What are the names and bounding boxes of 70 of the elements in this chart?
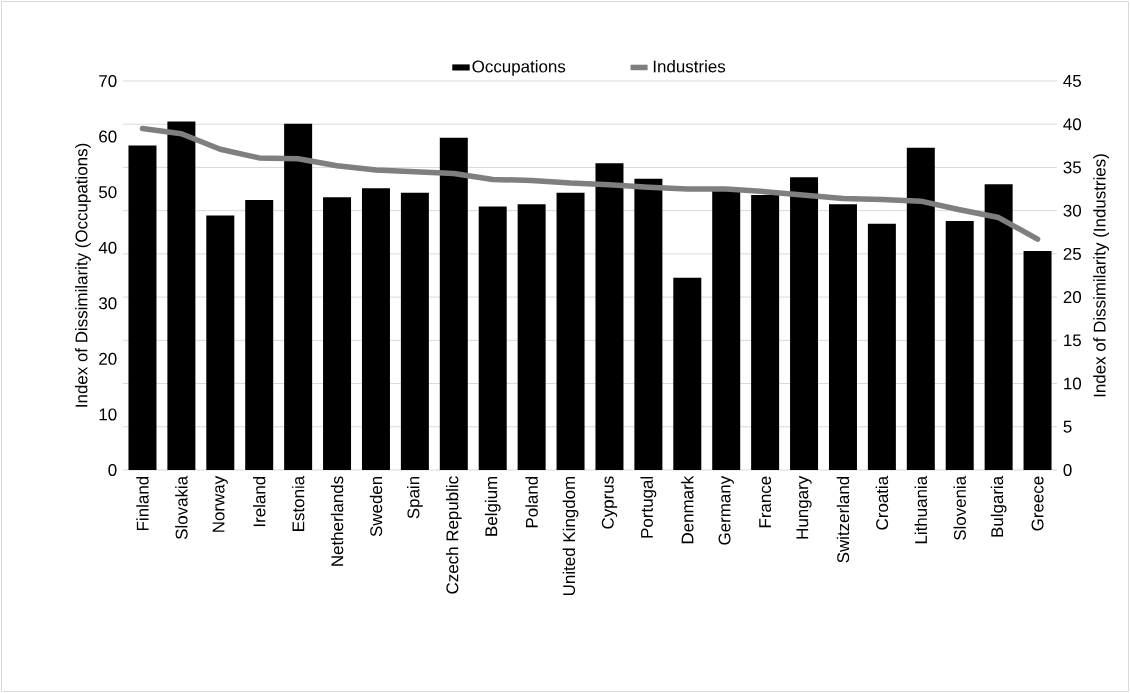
y2-tick-label: 20: [1063, 291, 1082, 304]
bar: [284, 123, 313, 470]
y-tick-label: 20: [99, 352, 117, 365]
y2-tick-label: 45: [1063, 75, 1081, 87]
y-tick-label: 0: [108, 463, 117, 476]
bar: [790, 177, 819, 470]
y2-tick-label: 40: [1063, 118, 1082, 131]
bar: [712, 189, 741, 470]
x-tick-label: France: [759, 476, 772, 528]
x-tick-label: Netherlands: [330, 476, 344, 566]
bar: [828, 204, 857, 470]
bar: [984, 184, 1013, 470]
y2-tick-label: 0: [1063, 463, 1072, 476]
x-tick-label: Czech Republic: [445, 476, 462, 594]
bar: [634, 178, 663, 470]
y-tick-label: 10: [99, 408, 117, 421]
bar: [167, 121, 196, 470]
bar: [323, 197, 352, 470]
bar: [1023, 251, 1052, 470]
x-tick-label: Estonia: [291, 475, 305, 531]
x-tick-label: Slovakia: [175, 475, 188, 540]
y2-tick-label: 10: [1064, 377, 1082, 390]
bar: [867, 223, 896, 470]
x-tick-label: Portugal: [640, 476, 657, 538]
x-tick-label: Cyprus: [601, 476, 618, 529]
y-tick-label: 40: [98, 241, 117, 254]
x-tick-label: Denmark: [681, 475, 694, 544]
y-tick-label: 70: [99, 74, 117, 87]
x-tick-label: Greece: [1031, 476, 1044, 531]
bar: [245, 199, 274, 470]
y-tick-label: 60: [99, 130, 117, 143]
legend-label: Industries: [653, 60, 726, 73]
x-tick-label: Spain: [407, 476, 423, 519]
bar: [595, 163, 624, 470]
bar: [945, 221, 974, 470]
y2-tick-label: 35: [1063, 161, 1081, 174]
x-tick-label: Croatia: [875, 475, 889, 530]
bar: [478, 206, 507, 470]
bar: [400, 192, 429, 470]
x-tick-label: United Kingdom: [562, 476, 579, 596]
bar: [206, 215, 235, 470]
x-tick-label: Norway: [212, 475, 228, 532]
x-tick-label: Poland: [525, 476, 538, 528]
x-tick-label: Bulgaria: [990, 475, 1007, 537]
x-tick-label: Slovenia: [953, 475, 966, 541]
y2-tick-label: 25: [1063, 247, 1081, 260]
x-tick-label: Ireland: [253, 476, 266, 527]
bar: [556, 192, 585, 470]
x-tick-label: Lithuania: [914, 475, 928, 544]
x-tick-label: Hungary: [796, 475, 812, 539]
y2-tick-label: 15: [1064, 334, 1081, 347]
y2-tick-label: 5: [1063, 420, 1072, 433]
bar: [751, 194, 780, 470]
x-tick-label: Sweden: [369, 476, 383, 537]
y-axis-title: Index of Dissimilarity (Occupations): [75, 143, 91, 407]
y2-tick-label: 30: [1063, 204, 1082, 217]
x-tick-label: Switzerland: [836, 476, 850, 563]
y-tick-label: 30: [98, 297, 117, 310]
x-tick-label: Germany: [718, 475, 734, 545]
bar: [517, 204, 546, 470]
x-tick-label: Belgium: [484, 476, 501, 536]
bar: [361, 188, 390, 470]
legend-label: Occupations: [472, 60, 566, 76]
y-tick-label: 50: [99, 186, 117, 199]
bar: [906, 147, 935, 470]
bar: [673, 277, 702, 470]
y2-axis-title: Index of Dissimilarity (Industries): [1093, 154, 1109, 397]
bar: [439, 137, 468, 470]
bar: [128, 145, 157, 470]
x-tick-label: Finland: [136, 476, 149, 530]
